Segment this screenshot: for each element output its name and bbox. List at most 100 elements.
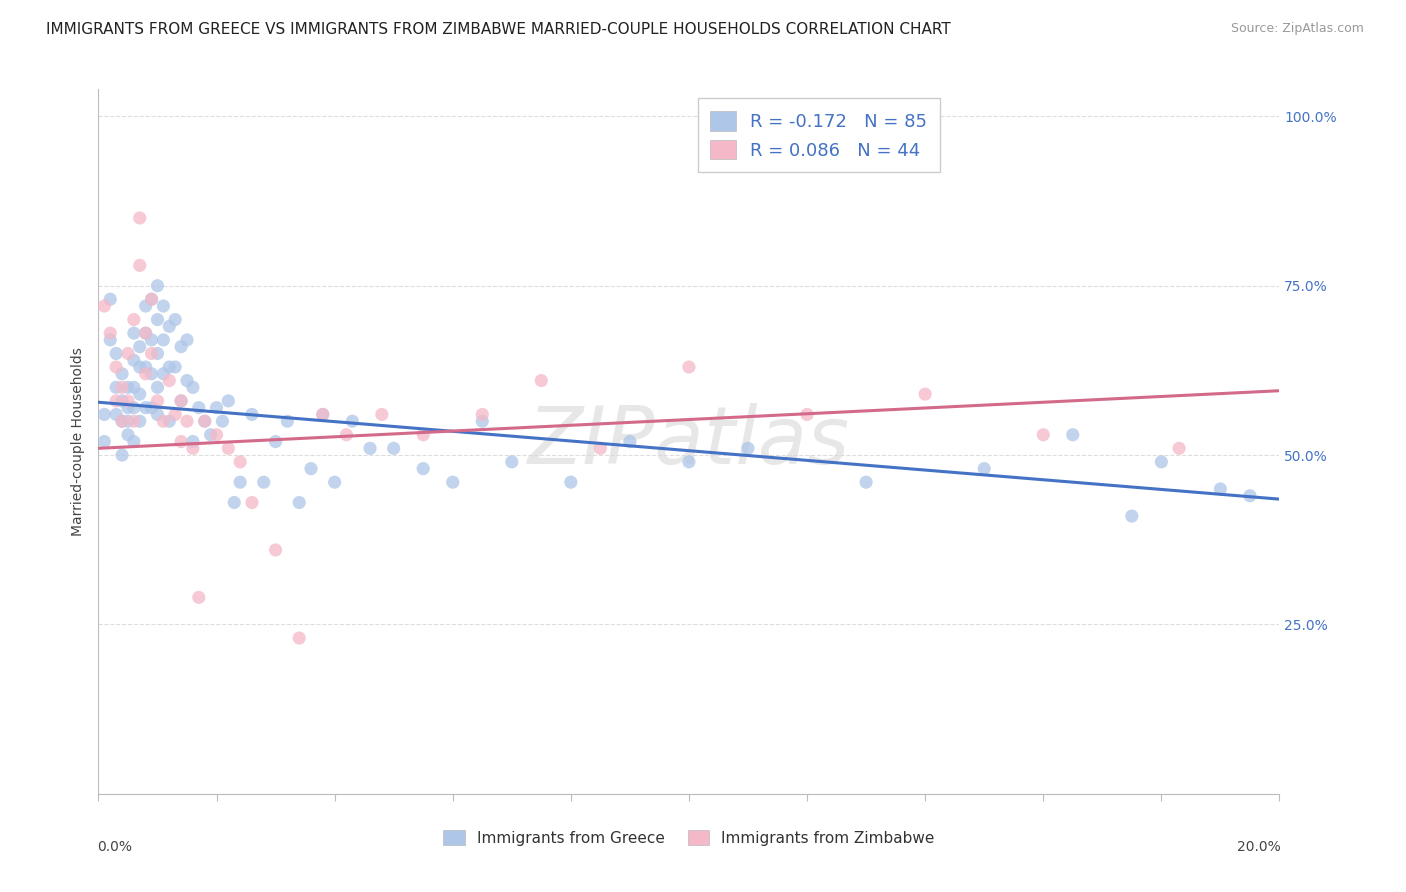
Point xyxy=(412,461,434,475)
Point xyxy=(141,333,163,347)
Point xyxy=(382,442,405,456)
Point xyxy=(1121,509,1143,524)
Point xyxy=(737,442,759,456)
Point xyxy=(1239,489,1261,503)
Point xyxy=(187,591,209,605)
Legend: Immigrants from Greece, Immigrants from Zimbabwe: Immigrants from Greece, Immigrants from … xyxy=(436,822,942,853)
Text: IMMIGRANTS FROM GREECE VS IMMIGRANTS FROM ZIMBABWE MARRIED-COUPLE HOUSEHOLDS COR: IMMIGRANTS FROM GREECE VS IMMIGRANTS FRO… xyxy=(46,22,950,37)
Point xyxy=(122,353,145,368)
Point xyxy=(181,442,204,456)
Point xyxy=(170,434,193,449)
Point xyxy=(276,414,298,428)
Text: ZIPatlas: ZIPatlas xyxy=(527,402,851,481)
Point xyxy=(359,442,381,456)
Point xyxy=(240,495,263,509)
Point xyxy=(111,448,134,462)
Point xyxy=(146,346,169,360)
Point xyxy=(146,278,169,293)
Point xyxy=(619,434,641,449)
Point xyxy=(501,455,523,469)
Point xyxy=(678,359,700,374)
Point xyxy=(1032,427,1054,442)
Point xyxy=(93,299,115,313)
Point xyxy=(205,401,228,415)
Point xyxy=(1168,442,1191,456)
Point xyxy=(1062,427,1084,442)
Point xyxy=(111,414,134,428)
Point xyxy=(211,414,233,428)
Point xyxy=(122,326,145,340)
Point xyxy=(224,495,246,509)
Point xyxy=(1209,482,1232,496)
Point xyxy=(312,408,335,422)
Point xyxy=(187,401,209,415)
Point xyxy=(589,442,612,456)
Text: 20.0%: 20.0% xyxy=(1237,839,1281,854)
Point xyxy=(312,408,335,422)
Point xyxy=(146,408,169,422)
Point xyxy=(105,408,128,422)
Point xyxy=(678,455,700,469)
Point xyxy=(342,414,364,428)
Point xyxy=(93,434,115,449)
Point xyxy=(229,455,252,469)
Point xyxy=(111,414,134,428)
Point xyxy=(253,475,276,490)
Point xyxy=(471,408,494,422)
Point xyxy=(157,319,180,334)
Point xyxy=(165,359,187,374)
Point xyxy=(152,299,174,313)
Point xyxy=(98,292,121,306)
Point xyxy=(105,359,128,374)
Point xyxy=(914,387,936,401)
Point xyxy=(165,312,187,326)
Point xyxy=(205,427,228,442)
Point xyxy=(117,414,139,428)
Point xyxy=(200,427,222,442)
Text: Source: ZipAtlas.com: Source: ZipAtlas.com xyxy=(1230,22,1364,36)
Point xyxy=(122,414,145,428)
Point xyxy=(240,408,263,422)
Point xyxy=(181,434,204,449)
Point xyxy=(93,408,115,422)
Point xyxy=(530,374,553,388)
Point xyxy=(152,333,174,347)
Point xyxy=(560,475,582,490)
Text: 0.0%: 0.0% xyxy=(97,839,132,854)
Point xyxy=(122,312,145,326)
Point xyxy=(217,442,239,456)
Point xyxy=(128,387,150,401)
Point xyxy=(412,427,434,442)
Point xyxy=(128,340,150,354)
Point xyxy=(264,434,287,449)
Point xyxy=(122,380,145,394)
Point xyxy=(105,380,128,394)
Point xyxy=(128,414,150,428)
Point xyxy=(146,393,169,408)
Point xyxy=(105,393,128,408)
Point xyxy=(299,461,322,475)
Point xyxy=(323,475,346,490)
Point xyxy=(117,427,139,442)
Point xyxy=(288,631,311,645)
Point xyxy=(128,211,150,225)
Point xyxy=(973,461,995,475)
Point xyxy=(194,414,217,428)
Point xyxy=(141,367,163,381)
Point xyxy=(117,346,139,360)
Point xyxy=(128,359,150,374)
Point xyxy=(141,292,163,306)
Point xyxy=(165,408,187,422)
Point xyxy=(135,401,157,415)
Point xyxy=(135,299,157,313)
Point xyxy=(111,393,134,408)
Point xyxy=(471,414,494,428)
Point xyxy=(194,414,217,428)
Point xyxy=(111,367,134,381)
Point xyxy=(335,427,357,442)
Point xyxy=(122,401,145,415)
Point xyxy=(152,367,174,381)
Point xyxy=(105,346,128,360)
Point xyxy=(176,414,198,428)
Point xyxy=(141,292,163,306)
